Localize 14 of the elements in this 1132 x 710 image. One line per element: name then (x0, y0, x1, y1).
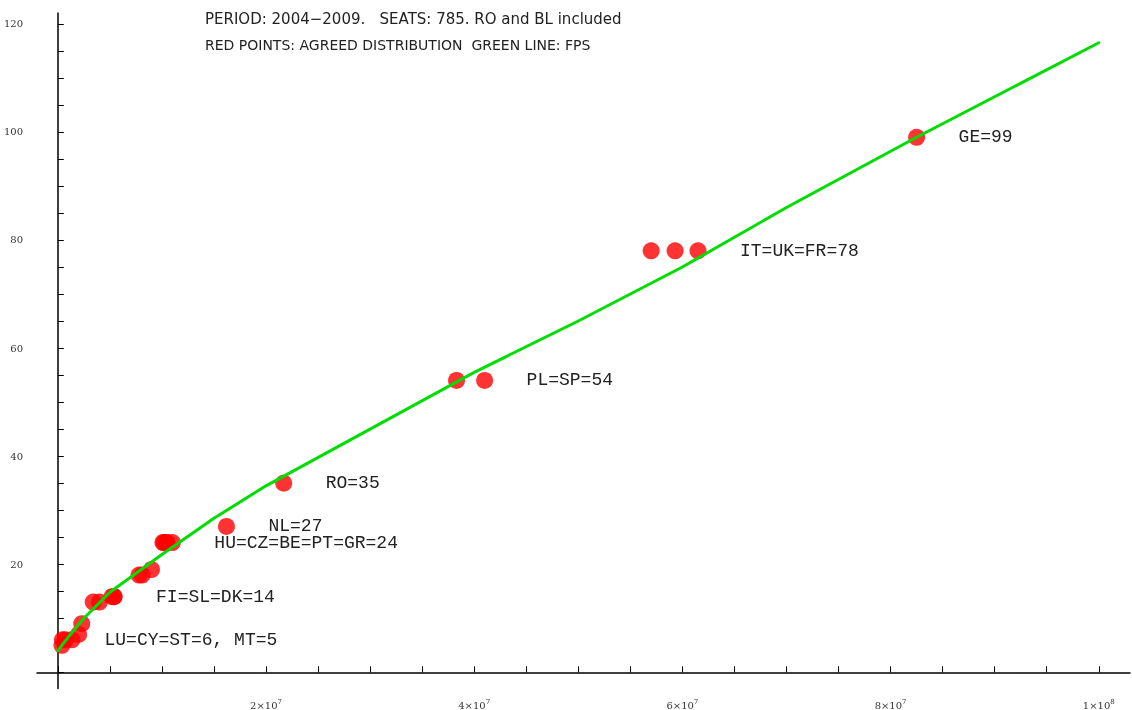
annotation: LU=CY=ST=6, MT=5 (104, 629, 278, 650)
text: RED POINTS: AGREED DISTRIBUTION GREEN LINE: FPS (205, 37, 591, 53)
y-tick-label: 20 (10, 558, 23, 570)
y-tick-label: 100 (3, 126, 23, 138)
y-tick-label: 120 (3, 18, 23, 30)
annotation: IT=UK=FR=78 (740, 240, 859, 261)
annotation: RO=35 (325, 473, 380, 494)
y-tick-label: 40 (10, 450, 23, 462)
chart-title: PERIOD: 2004−2009. SEATS: 785. RO and BL included (205, 9, 622, 28)
annotation: GE=99 (958, 127, 1013, 148)
annotation: PL=SP=54 (526, 370, 614, 391)
annotation: FI=SL=DK=14 (156, 586, 275, 607)
y-tick-label: 80 (10, 234, 23, 246)
y-tick-label: 60 (10, 342, 23, 354)
